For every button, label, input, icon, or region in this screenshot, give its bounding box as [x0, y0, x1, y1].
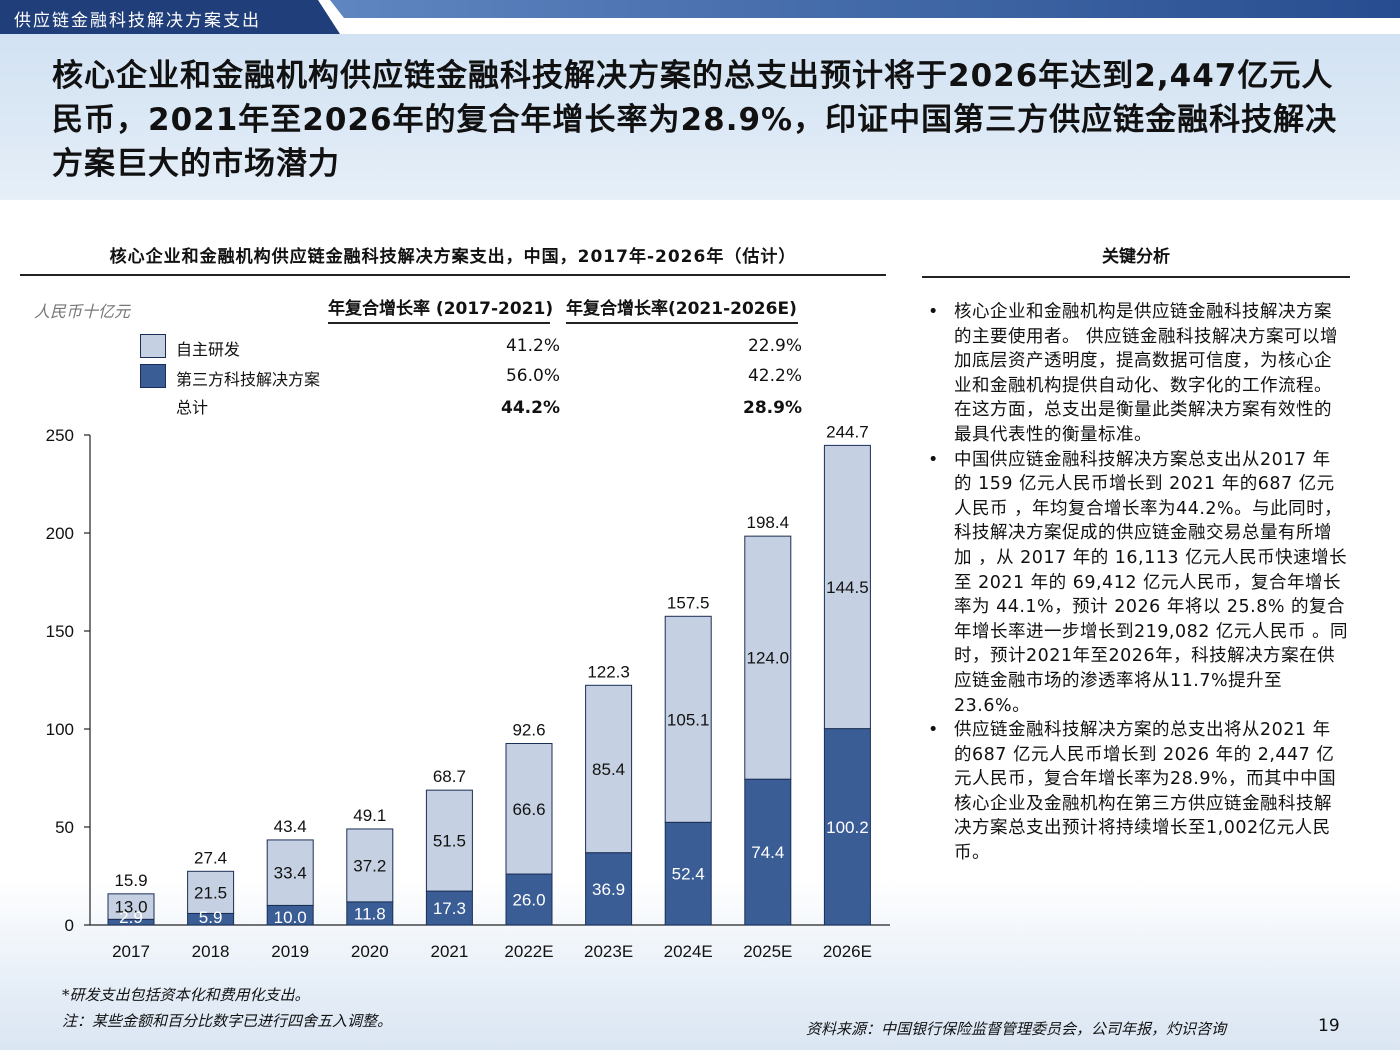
x-tick-label: 2021	[430, 942, 468, 961]
analysis-bullet: 中国供应链金融科技解决方案总支出从2017 年的 159 亿元人民币增长到 20…	[928, 448, 1348, 719]
total-label: 49.1	[353, 806, 386, 825]
footnote-rounding: 注：某些金额和百分比数字已进行四舍五入调整。	[62, 1012, 393, 1030]
top-accent-line	[330, 0, 1400, 18]
bar-segment-in-house	[346, 828, 394, 903]
segment-label-third-party: 26.0	[512, 891, 545, 910]
x-tick-label: 2020	[351, 942, 389, 961]
y-tick-label: 250	[46, 426, 74, 445]
segment-label-third-party: 74.4	[751, 843, 784, 862]
cagr-third-party-2017-2021: 56.0%	[505, 366, 560, 386]
total-label: 244.7	[826, 422, 869, 441]
bar-segment-third-party	[744, 778, 792, 926]
footnote-rd: *研发支出包括资本化和费用化支出。	[62, 986, 310, 1004]
bar-segment-in-house	[823, 444, 871, 730]
page-number: 19	[1318, 1016, 1340, 1036]
segment-label-third-party: 52.4	[672, 865, 705, 884]
segment-label-in-house: 37.2	[353, 856, 386, 875]
x-tick-label: 2025E	[743, 942, 792, 961]
bar-segment-in-house	[425, 789, 473, 892]
bar-segment-third-party	[505, 873, 553, 926]
x-tick-label: 2017	[112, 942, 150, 961]
chart-title-rule	[20, 274, 886, 276]
y-tick-label: 100	[46, 720, 74, 739]
source-note: 资料来源：中国银行保险监督管理委员会，公司年报，灼识咨询	[806, 1020, 1227, 1038]
cagr-header-rule-2	[566, 322, 798, 324]
bar-segment-in-house	[505, 743, 553, 875]
legend-swatch-in-house	[140, 334, 166, 358]
segment-label-in-house: 105.1	[667, 710, 710, 729]
segment-label-third-party: 100.2	[826, 818, 869, 837]
bar-segment-in-house	[585, 684, 633, 854]
stacked-bar-chart: 0 50 100 150 200 250 2.913.0 15.9 2017 5.9 21.5 27.…	[46, 422, 890, 961]
segment-label-third-party: 17.3	[433, 899, 466, 918]
y-tick-label: 200	[46, 524, 74, 543]
legend-swatch-third-party	[140, 364, 166, 388]
segment-label-third-party: 5.9	[199, 908, 223, 927]
cagr-total-2017-2021: 44.2%	[501, 398, 560, 418]
y-tick-label: 150	[46, 622, 74, 641]
legend-label-third-party: 第三方科技解决方案	[176, 370, 321, 389]
total-label: 198.4	[747, 513, 790, 532]
total-label: 92.6	[512, 721, 545, 740]
section-tab-label: 供应链金融科技解决方案支出	[14, 11, 261, 31]
legend-label-total: 总计	[176, 398, 209, 417]
x-tick-label: 2022E	[504, 942, 553, 961]
segment-label-third-party: 2.9	[119, 908, 143, 927]
cagr-header-rule-1	[328, 322, 550, 324]
chart-title: 核心企业和金融机构供应链金融科技解决方案支出，中国，2017年-2026年（估计…	[109, 247, 797, 267]
segment-label-third-party: 11.8	[354, 904, 386, 923]
total-label: 15.9	[114, 871, 147, 890]
analysis-bullets: 核心企业和金融机构是供应链金融科技解决方案的主要使用者。 供应链金融科技解决方案…	[928, 300, 1348, 866]
cagr-header-2017-2021: 年复合增长率 (2017-2021)	[328, 299, 554, 319]
x-tick-label: 2023E	[584, 942, 633, 961]
bar-segment-third-party	[823, 728, 871, 926]
cagr-in-house-2017-2021: 41.2%	[505, 336, 560, 356]
bar-segment-in-house	[266, 839, 314, 906]
segment-label-in-house: 124.0	[747, 649, 790, 668]
total-label: 43.4	[274, 817, 307, 836]
analysis-title-rule	[922, 276, 1350, 278]
segment-label-in-house: 66.6	[512, 800, 545, 819]
x-tick-label: 2024E	[664, 942, 713, 961]
bar-segment-in-house	[107, 893, 155, 920]
cagr-in-house-2021-2026: 22.9%	[747, 336, 802, 356]
total-label: 122.3	[587, 662, 630, 681]
segment-label-in-house: 51.5	[433, 832, 466, 851]
total-label: 27.4	[194, 848, 227, 867]
section-tab	[0, 0, 340, 34]
chart-unit-label: 人民币十亿元	[34, 302, 131, 321]
total-label: 68.7	[433, 767, 466, 786]
x-tick-label: 2026E	[823, 942, 872, 961]
cagr-header-2021-2026: 年复合增长率(2021-2026E)	[566, 299, 797, 319]
legend-label-in-house: 自主研发	[176, 340, 241, 359]
bar-segment-in-house	[664, 615, 712, 823]
bar-segment-in-house	[187, 870, 235, 914]
analysis-bullet: 供应链金融科技解决方案的总支出将从2021 年的687 亿元人民币增长到 202…	[928, 718, 1348, 866]
bar-segment-third-party	[585, 852, 633, 926]
x-tick-label: 2019	[271, 942, 309, 961]
cagr-third-party-2021-2026: 42.2%	[747, 366, 802, 386]
page-headline: 核心企业和金融机构供应链金融科技解决方案的总支出预计将于2026年达到2,447…	[52, 58, 1338, 182]
total-label: 157.5	[667, 593, 710, 612]
x-tick-label: 2018	[192, 942, 230, 961]
segment-label-in-house: 85.4	[592, 760, 625, 779]
segment-label-third-party: 36.9	[592, 880, 625, 899]
bar-segment-in-house	[744, 535, 792, 780]
analysis-bullet: 核心企业和金融机构是供应链金融科技解决方案的主要使用者。 供应链金融科技解决方案…	[928, 300, 1348, 448]
y-tick-label: 0	[65, 916, 74, 935]
analysis-title: 关键分析	[1102, 247, 1170, 267]
segment-label-in-house: 144.5	[826, 578, 869, 597]
segment-label-in-house: 21.5	[194, 883, 227, 902]
segment-label-in-house: 13.0	[114, 898, 147, 917]
segment-label-third-party: 10.0	[274, 908, 307, 927]
bar-segment-third-party	[664, 821, 712, 926]
y-tick-label: 50	[55, 818, 74, 837]
cagr-total-2021-2026: 28.9%	[743, 398, 802, 418]
segment-label-in-house: 33.4	[274, 864, 307, 883]
